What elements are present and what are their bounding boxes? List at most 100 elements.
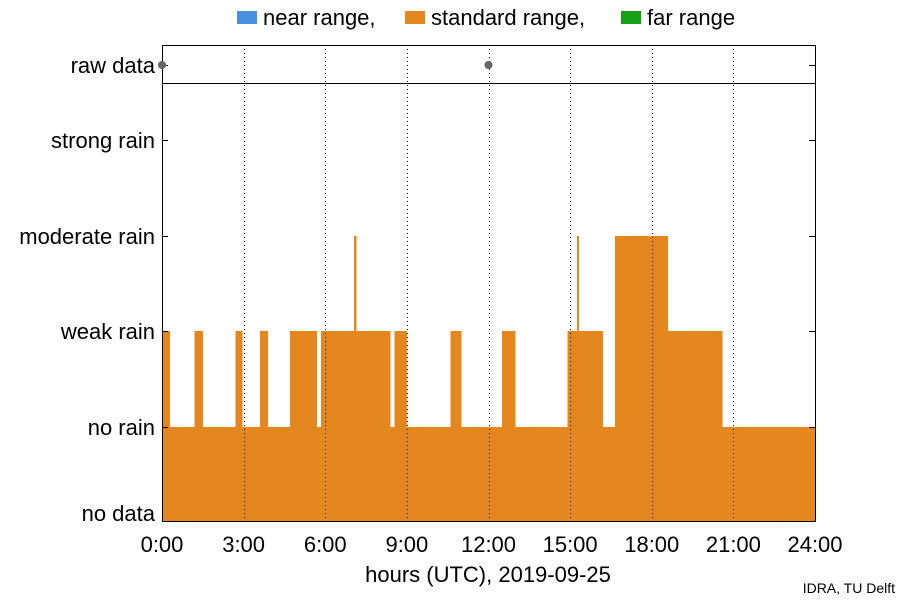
data-gap (446, 331, 448, 427)
bar-segment (194, 331, 203, 521)
data-gap (768, 331, 771, 427)
data-gap (439, 331, 441, 427)
data-gap (605, 331, 607, 427)
data-gap (545, 331, 547, 427)
data-gap (812, 331, 814, 427)
raw-data-point (158, 61, 166, 69)
data-gap (208, 331, 210, 427)
data-gap (800, 331, 802, 427)
data-gap (244, 331, 247, 427)
data-gap (285, 331, 288, 427)
bar-segment (578, 331, 603, 521)
bar-segment (668, 331, 723, 521)
vertical-gridlines (244, 45, 734, 521)
data-gap (253, 331, 255, 427)
x-tick-label: 0:00 (141, 532, 184, 557)
data-gap (220, 331, 222, 427)
y-tick-label: no data (82, 501, 156, 526)
bar-segment (461, 427, 503, 521)
bar-segment (235, 331, 243, 521)
y-tick-label: weak rain (60, 319, 155, 344)
data-gap (487, 331, 489, 427)
data-gap (283, 331, 285, 427)
bar-segment (242, 427, 260, 521)
data-gap (231, 331, 233, 427)
x-tick-label: 18:00 (624, 532, 679, 557)
data-gap (178, 331, 180, 427)
main-panel-frame (162, 83, 816, 522)
bar-segment (356, 331, 391, 521)
bar-segment (394, 331, 407, 521)
data-gap (412, 331, 414, 427)
bar-segment (259, 331, 269, 521)
bar-segment (602, 427, 616, 521)
data-gap (561, 331, 564, 427)
data-gap (279, 331, 281, 427)
data-gap (534, 331, 537, 427)
data-gap (464, 331, 466, 427)
data-gap (491, 331, 493, 427)
standard-range-fills (162, 236, 815, 521)
data-gap (255, 331, 258, 427)
bar-segment (722, 427, 815, 521)
data-gap (249, 331, 251, 427)
data-gap (443, 331, 445, 427)
x-tick-label: 24:00 (787, 532, 842, 557)
data-gap (522, 331, 524, 427)
data-gap (786, 331, 788, 427)
raw-data-label: raw data (71, 53, 156, 78)
data-gap (270, 331, 273, 427)
data-gap (190, 331, 192, 427)
x-tick-label: 6:00 (304, 532, 347, 557)
y-axis-labels: raw data no data no rain weak rain moderate … (19, 53, 156, 526)
bar-segment (317, 427, 322, 521)
data-gap (725, 331, 727, 427)
x-tick-label: 9:00 (385, 532, 428, 557)
x-tick-label: 21:00 (706, 532, 761, 557)
data-gap (228, 331, 230, 427)
data-gap (518, 331, 520, 427)
data-gap (409, 331, 411, 427)
bar-segment (268, 427, 290, 521)
data-gap (182, 331, 184, 427)
raw-data-points (158, 61, 493, 69)
bar-segment (202, 427, 236, 521)
legend-label: near range, (263, 5, 376, 30)
bar-segment (615, 236, 669, 521)
data-gap (274, 331, 277, 427)
data-gap (793, 331, 795, 427)
data-gap (763, 331, 765, 427)
y-tick-label: strong rain (51, 128, 155, 153)
data-gap (468, 331, 470, 427)
bar-segment (502, 331, 516, 521)
data-gap (780, 331, 783, 427)
data-gap (549, 331, 552, 427)
bar-segment (576, 236, 579, 521)
data-gap (774, 331, 776, 427)
data-gap (752, 331, 754, 427)
data-gap (609, 331, 611, 427)
x-tick-label: 3:00 (222, 532, 265, 557)
data-gap (498, 331, 500, 427)
legend-label: standard range, (431, 5, 585, 30)
bar-segment (321, 331, 354, 521)
x-axis-labels: 0:00 3:00 6:00 9:00 12:00 15:00 18:00 21:00 24:0… (141, 532, 843, 557)
legend-label: far range (647, 5, 735, 30)
y-tick-label: no rain (88, 415, 155, 440)
data-gap (478, 331, 481, 427)
data-gap (427, 331, 429, 427)
data-gap (732, 331, 734, 427)
y-tick-label: moderate rain (19, 224, 155, 249)
data-gap (738, 331, 741, 427)
x-tick-label: 12:00 (461, 532, 516, 557)
data-gap (174, 331, 176, 427)
legend-swatch (621, 11, 641, 24)
bar-segment (162, 331, 171, 521)
data-gap (530, 331, 532, 427)
bar-segment (170, 427, 195, 521)
data-gap (806, 331, 809, 427)
data-gap (224, 331, 226, 427)
bar-segment (515, 427, 568, 521)
data-gap (748, 331, 750, 427)
